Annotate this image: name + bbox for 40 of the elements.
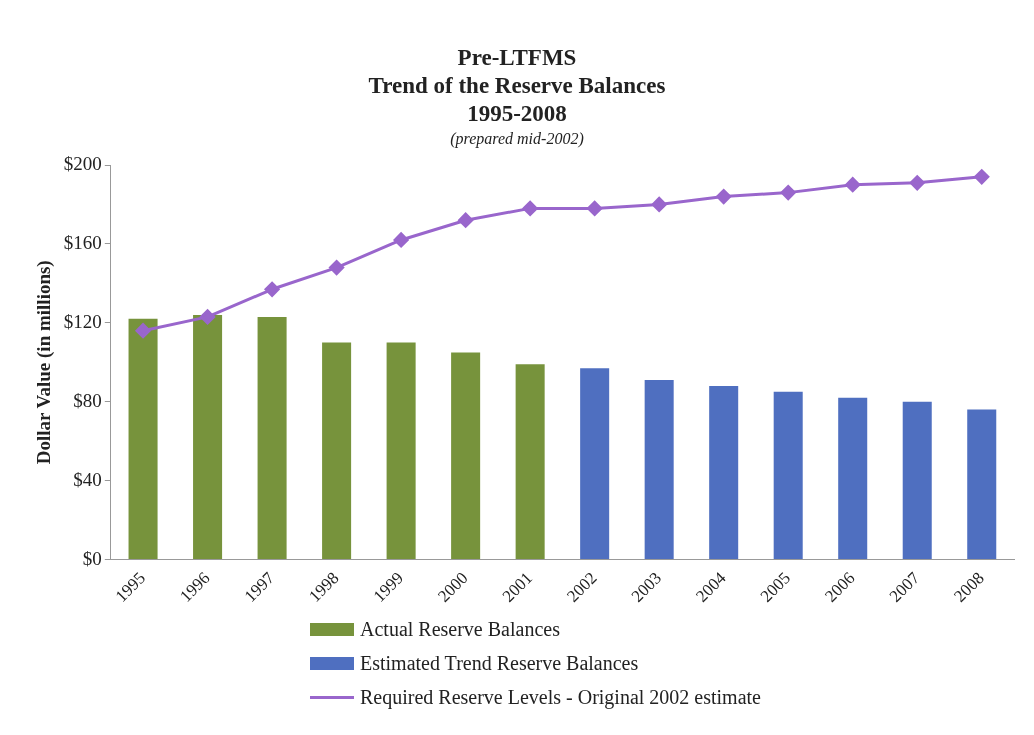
point — [651, 196, 667, 212]
y-tick-label: $200 — [63, 152, 102, 174]
point — [716, 189, 732, 205]
bar — [515, 364, 545, 560]
legend-label: Actual Reserve Balances — [360, 617, 560, 641]
y-tick-label: $160 — [63, 231, 102, 253]
bar — [193, 314, 223, 560]
point — [587, 200, 603, 216]
legend-label: Estimated Trend Reserve Balances — [360, 651, 639, 675]
bar — [709, 385, 739, 560]
point — [393, 232, 409, 248]
bar — [838, 397, 868, 560]
point — [909, 175, 925, 191]
point — [329, 260, 345, 276]
bar — [451, 352, 481, 560]
y-tick-label: $80 — [73, 389, 102, 411]
bar — [773, 391, 803, 560]
bar — [257, 316, 287, 560]
point — [458, 212, 474, 228]
y-axis-title: Dollar Value (in millions) — [33, 260, 56, 465]
legend-label: Required Reserve Levels - Original 2002 estimate — [360, 685, 761, 709]
bar — [128, 318, 158, 560]
bar — [902, 401, 932, 560]
bar — [580, 368, 610, 560]
point — [135, 323, 151, 339]
point — [264, 281, 280, 297]
y-tick-label: $40 — [73, 468, 102, 490]
point — [974, 169, 990, 185]
point — [845, 177, 861, 193]
bar — [322, 342, 352, 560]
bar — [386, 342, 416, 560]
chart-subtitle: (prepared mid-2002) — [449, 130, 585, 148]
bar — [644, 380, 674, 560]
chart-title: Pre-LTFMS Trend of the Reserve Balances 1995-2008 — [367, 44, 667, 128]
point — [780, 185, 796, 201]
bar — [967, 409, 997, 560]
point — [522, 200, 538, 216]
point — [200, 309, 216, 325]
y-tick-label: $0 — [82, 547, 102, 569]
y-tick-label: $120 — [63, 310, 102, 332]
